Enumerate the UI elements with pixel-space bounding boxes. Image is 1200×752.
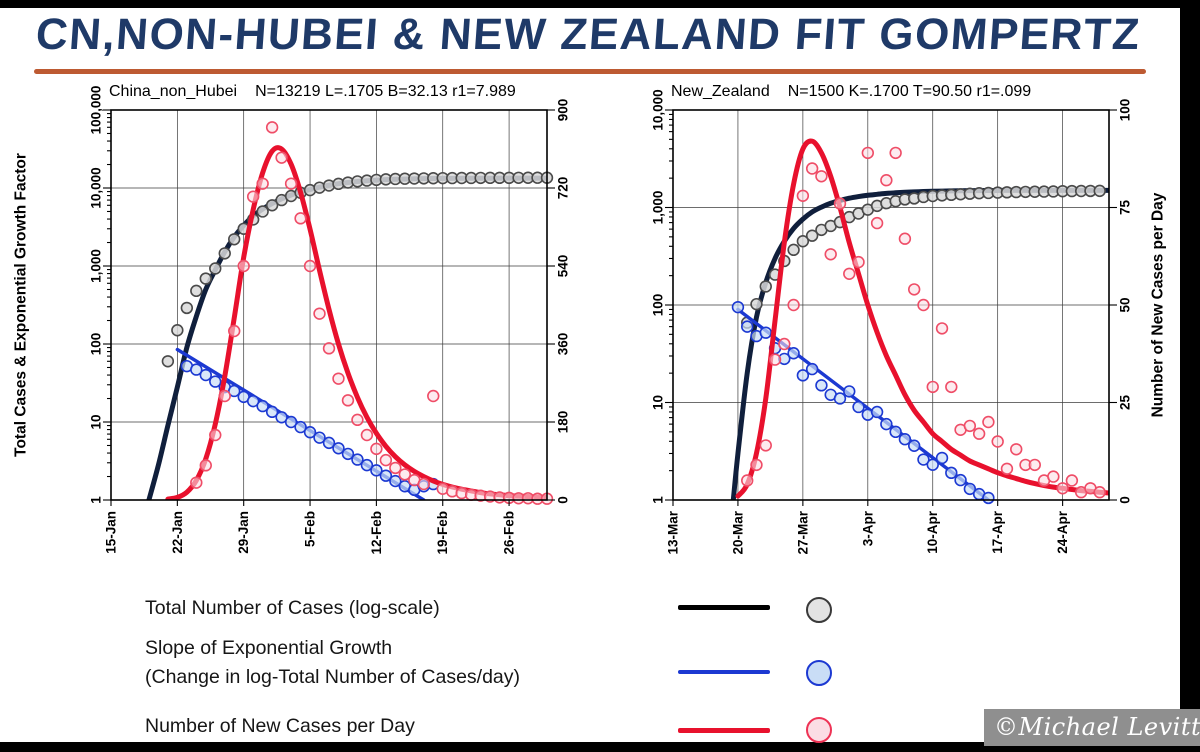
svg-text:180: 180 [556, 411, 571, 434]
slide: CN,NON-HUBEI & NEW ZEALAND FIT GOMPERTZ … [0, 8, 1180, 743]
svg-text:360: 360 [556, 333, 571, 356]
legend-label-slope-line2: (Change in log-Total Number of Cases/day… [145, 666, 521, 688]
title-underline [34, 69, 1146, 74]
svg-text:10-Apr: 10-Apr [925, 510, 940, 554]
legend-label-new-cases: Number of New Cases per Day [145, 715, 415, 737]
chart-title: China_non_Hubei N=13219 L=.1705 B=32.13 r… [109, 83, 516, 100]
svg-text:0: 0 [1118, 496, 1133, 504]
svg-text:17-Apr: 17-Apr [990, 510, 1005, 554]
svg-text:13-Mar: 13-Mar [666, 510, 681, 554]
series-new-cases-data [741, 146, 1106, 499]
series-new-cases-data [190, 121, 554, 505]
svg-text:12-Feb: 12-Feb [369, 511, 384, 555]
svg-text:22-Jan: 22-Jan [170, 511, 185, 554]
svg-text:50: 50 [1118, 297, 1133, 312]
svg-text:27-Mar: 27-Mar [795, 510, 810, 554]
axis-ticks [103, 109, 555, 506]
svg-text:15-Jan: 15-Jan [104, 511, 119, 554]
svg-text:1: 1 [651, 496, 666, 504]
svg-text:100: 100 [651, 294, 666, 317]
svg-text:10,000: 10,000 [651, 89, 666, 130]
chart-new-zealand: 1 10 100 1,000 10,000 0 25 50 75 100 13-Mar 20-Mar 2… [651, 83, 1167, 555]
svg-text:10: 10 [89, 414, 104, 429]
svg-text:100: 100 [1118, 99, 1133, 122]
svg-text:3-Apr: 3-Apr [860, 510, 875, 546]
plot-border [110, 109, 548, 501]
series-growth-slope-data [180, 359, 440, 497]
svg-text:1,000: 1,000 [89, 249, 104, 283]
legend-label-slope: Slope of Exponential Growth (Change in l… [145, 634, 520, 692]
legend-line-new-cases [678, 728, 770, 733]
svg-text:19-Feb: 19-Feb [435, 511, 450, 555]
y-right-axis-title: Number of New Cases per Day [1150, 192, 1167, 417]
svg-text:24-Apr: 24-Apr [1055, 510, 1070, 554]
legend-dot-slope [806, 660, 832, 686]
legend-label-slope-line1: Slope of Exponential Growth [145, 637, 393, 659]
svg-text:10,000: 10,000 [89, 167, 104, 208]
y-left-axis-title: Total Cases & Exponential Growth Factor [13, 153, 30, 457]
copyright-badge: ©Michael Levitt 20 [984, 709, 1200, 746]
axis-ticks [665, 109, 1117, 506]
axis-labels: 1 10 100 1,000 10,000 100,000 0 180 360 540 720 900… [89, 86, 571, 555]
svg-text:25: 25 [1118, 395, 1133, 411]
page-title: CN,NON-HUBEI & NEW ZEALAND FIT GOMPERTZ [34, 10, 1143, 59]
svg-text:10: 10 [651, 395, 666, 410]
legend-line-slope [678, 670, 770, 674]
chart-title: New_Zealand N=1500 K=.1700 T=90.50 r1=.09… [671, 83, 1031, 100]
series-new-cases-fit [165, 145, 547, 500]
axis-labels: 1 10 100 1,000 10,000 0 25 50 75 100 13-Mar 20-Mar 2… [651, 89, 1133, 554]
legend-dot-total-cases [806, 597, 832, 623]
svg-text:1,000: 1,000 [651, 191, 666, 225]
svg-text:20-Mar: 20-Mar [730, 510, 745, 554]
legend: Total Number of Cases (log-scale) Slope … [0, 574, 1180, 743]
series-total-cases-data [161, 171, 554, 368]
svg-text:720: 720 [556, 177, 571, 200]
svg-text:540: 540 [556, 255, 571, 278]
svg-text:1: 1 [89, 496, 104, 504]
svg-text:0: 0 [556, 496, 571, 504]
svg-text:29-Jan: 29-Jan [236, 511, 251, 554]
legend-label-total-cases: Total Number of Cases (log-scale) [145, 597, 440, 619]
svg-text:5-Feb: 5-Feb [303, 511, 318, 547]
svg-text:26-Feb: 26-Feb [502, 511, 517, 555]
chart-china-non-hubei: 1 10 100 1,000 10,000 100,000 0 180 360 540 720 900… [13, 83, 571, 555]
svg-text:75: 75 [1118, 200, 1133, 216]
svg-text:900: 900 [556, 99, 571, 122]
legend-dot-new-cases [806, 717, 832, 743]
svg-text:100,000: 100,000 [89, 86, 104, 135]
svg-text:100: 100 [89, 333, 104, 356]
legend-line-total-cases [678, 605, 770, 610]
